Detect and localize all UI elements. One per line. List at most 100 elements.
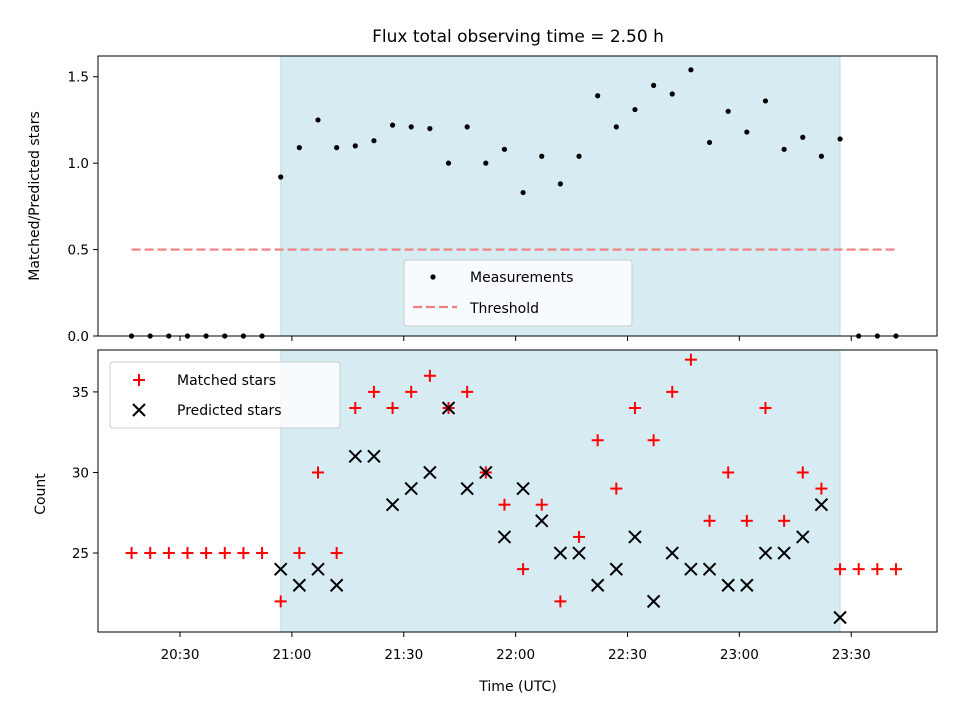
measurement-point xyxy=(464,124,470,130)
measurement-point xyxy=(632,106,638,113)
matched-star-point xyxy=(312,466,325,479)
predicted-star-point xyxy=(441,401,456,415)
x-tick-label: 22:30 xyxy=(608,647,647,663)
predicted-star-point xyxy=(702,562,717,576)
predicted-star-point xyxy=(572,546,586,560)
matched-star-point xyxy=(871,563,884,576)
measurement-point xyxy=(781,146,787,152)
predicted-star-point xyxy=(684,562,698,576)
top-axes-frame xyxy=(97,55,938,337)
measurement-point xyxy=(296,145,302,151)
matched-star-point xyxy=(554,595,567,608)
matched-star-point xyxy=(125,547,138,560)
predicted-star-point xyxy=(516,481,530,496)
bottom-y-tick-label: 25 xyxy=(72,546,89,562)
measurement-point xyxy=(669,91,675,97)
matched-star-point xyxy=(386,402,399,415)
matched-star-point xyxy=(293,547,306,560)
top-panel: 0.0 0.5 1.0 1.5 Matched/Predicted stars Mea… xyxy=(27,55,938,345)
predicted-star-point xyxy=(590,578,605,592)
predicted-star-point xyxy=(553,546,568,560)
predicted-star-point xyxy=(274,562,288,576)
x-tick-label: 23:30 xyxy=(832,647,871,663)
top-y-tick-label: 1.0 xyxy=(68,156,89,172)
measurement-point xyxy=(427,125,433,132)
top-x-ticks xyxy=(179,336,852,341)
matched-star-point xyxy=(740,514,753,527)
bottom-y-tick-label: 30 xyxy=(72,465,89,481)
measurement-point xyxy=(800,134,806,140)
measurement-point xyxy=(371,138,377,144)
predicted-star-point xyxy=(423,465,437,480)
matched-star-point xyxy=(162,547,175,560)
x-tick-label: 20:30 xyxy=(161,647,200,663)
matched-star-point xyxy=(256,547,269,560)
matched-star-point xyxy=(573,530,586,543)
bottom-legend: Matched stars Predicted stars xyxy=(109,361,341,429)
measurement-point xyxy=(539,153,545,159)
predicted-star-point xyxy=(628,530,642,544)
predicted-star-point xyxy=(796,530,810,544)
measurement-point xyxy=(315,117,321,123)
measurement-point xyxy=(651,82,657,88)
matched-star-point xyxy=(815,482,828,495)
measurement-point xyxy=(501,146,508,152)
predicted-star-point xyxy=(721,578,735,592)
measurement-point xyxy=(483,160,489,166)
predicted-star-point xyxy=(646,594,661,609)
predicted-star-point xyxy=(479,465,493,480)
matched-star-point xyxy=(535,498,548,511)
top-y-axis: 0.0 0.5 1.0 1.5 xyxy=(68,70,98,345)
bottom-axes-frame xyxy=(97,349,938,633)
top-legend: Measurements Threshold xyxy=(403,259,633,327)
matched-star-point xyxy=(796,466,809,479)
predicted-star-point xyxy=(665,546,679,560)
matched-star-point xyxy=(778,514,791,527)
measurement-point xyxy=(445,160,452,166)
predicted-star-point xyxy=(385,497,400,512)
legend-matched-label: Matched stars xyxy=(177,373,276,389)
legend-measurements-label: Measurements xyxy=(470,270,573,286)
bottom-shaded-interval xyxy=(280,349,841,633)
matched-star-point xyxy=(889,563,902,576)
matched-star-point xyxy=(423,369,436,382)
matched-star-point xyxy=(703,514,716,527)
predicted-star-point xyxy=(367,449,381,464)
measurement-point xyxy=(389,122,396,128)
legend-threshold-label: Threshold xyxy=(469,301,539,317)
predicted-star-point xyxy=(777,546,791,560)
matched-star-point xyxy=(405,385,418,398)
matched-star-point xyxy=(722,466,735,479)
measurement-point xyxy=(688,67,694,73)
top-y-tick-label: 0.0 xyxy=(68,329,89,345)
predicted-star-point xyxy=(311,562,325,576)
predicted-star-point xyxy=(609,562,624,576)
matched-star-point xyxy=(367,385,380,398)
matched-star-point xyxy=(610,482,623,495)
measurement-point xyxy=(706,139,713,146)
predicted-star-point xyxy=(292,578,307,592)
x-tick-label: 22:00 xyxy=(496,647,535,663)
predicted-star-point xyxy=(758,546,773,560)
predicted-star-point xyxy=(404,481,418,496)
matched-star-point xyxy=(628,402,641,415)
top-y-axis-label: Matched/Predicted stars xyxy=(27,111,43,281)
measurement-point xyxy=(837,136,843,142)
legend-measurements-marker xyxy=(430,274,436,280)
measurement-point xyxy=(762,98,769,104)
predicted-star-point xyxy=(329,578,344,592)
matched-star-point xyxy=(647,434,660,447)
legend-matched-marker xyxy=(133,374,145,386)
matched-star-point xyxy=(461,385,474,398)
measurement-point xyxy=(725,108,731,114)
measurement-point xyxy=(613,124,619,130)
bottom-marks xyxy=(125,353,902,625)
measurement-point xyxy=(595,93,601,99)
measurement-point xyxy=(744,129,750,135)
predicted-star-point xyxy=(348,449,363,464)
predicted-star-point xyxy=(740,578,754,592)
x-tick-label: 23:00 xyxy=(720,647,759,663)
predicted-star-point xyxy=(833,610,847,625)
bottom-y-axis: 25 30 35 xyxy=(72,385,98,562)
